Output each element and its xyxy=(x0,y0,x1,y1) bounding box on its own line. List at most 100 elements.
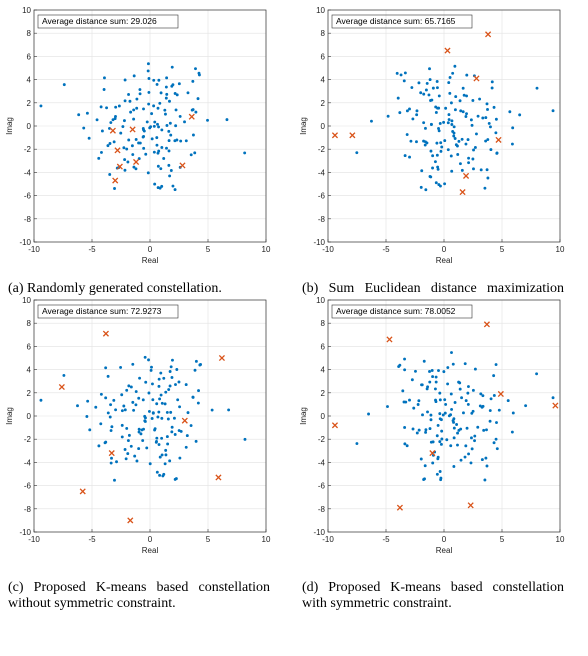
constellation-point xyxy=(165,435,169,439)
y-tick-label: 0 xyxy=(321,412,326,421)
constellation-point xyxy=(439,442,443,446)
constellation-point xyxy=(146,69,150,73)
constellation-point xyxy=(160,453,164,457)
constellation-point xyxy=(489,125,492,129)
constellation-point xyxy=(398,111,402,115)
constellation-point xyxy=(466,402,470,406)
constellation-point xyxy=(109,429,113,432)
constellation-point xyxy=(76,404,79,408)
centroid-marker xyxy=(473,75,480,82)
constellation-point xyxy=(447,118,451,121)
constellation-point xyxy=(446,366,450,370)
constellation-point xyxy=(450,169,454,173)
constellation-point xyxy=(403,154,407,158)
constellation-point xyxy=(452,465,456,468)
y-tick-label: 2 xyxy=(321,99,326,108)
constellation-point xyxy=(120,409,124,413)
constellation-point xyxy=(160,128,164,132)
constellation-point xyxy=(164,390,168,394)
constellation-point xyxy=(425,81,429,85)
constellation-point xyxy=(120,435,124,439)
constellation-point xyxy=(147,391,151,395)
constellation-point xyxy=(102,88,106,91)
constellation-point xyxy=(100,129,104,133)
constellation-point xyxy=(396,96,400,100)
constellation-point xyxy=(466,138,470,142)
constellation-point xyxy=(99,422,103,426)
constellation-point xyxy=(431,154,435,158)
constellation-point xyxy=(436,165,440,169)
constellation-point xyxy=(129,110,133,114)
constellation-point xyxy=(445,438,449,442)
centroid-marker xyxy=(497,390,504,398)
y-tick-label: -8 xyxy=(318,215,326,224)
constellation-point xyxy=(157,443,161,446)
constellation-point xyxy=(450,407,454,411)
constellation-point xyxy=(535,86,539,90)
centroid-marker xyxy=(459,189,466,196)
constellation-point xyxy=(463,455,467,459)
constellation-point xyxy=(119,131,123,135)
constellation-point xyxy=(436,167,440,171)
constellation-point xyxy=(487,121,491,125)
constellation-point xyxy=(109,121,113,124)
constellation-point xyxy=(448,91,452,95)
constellation-point xyxy=(120,423,124,427)
constellation-point xyxy=(438,398,442,402)
constellation-point xyxy=(473,434,477,438)
constellation-point xyxy=(155,436,159,440)
constellation-point xyxy=(145,120,149,124)
constellation-point xyxy=(408,155,411,159)
constellation-point xyxy=(467,161,471,165)
y-tick-label: -6 xyxy=(24,482,32,491)
constellation-point xyxy=(428,427,432,431)
constellation-point xyxy=(443,411,447,415)
constellation-point xyxy=(155,143,159,147)
constellation-point xyxy=(88,428,92,432)
constellation-point xyxy=(194,439,198,443)
constellation-point xyxy=(184,139,188,143)
constellation-point xyxy=(183,120,186,124)
constellation-point xyxy=(462,93,466,97)
constellation-point xyxy=(160,436,164,440)
constellation-point xyxy=(424,126,427,130)
constellation-point xyxy=(439,478,443,482)
constellation-point xyxy=(452,131,456,135)
constellation-point xyxy=(450,119,454,123)
constellation-point xyxy=(480,458,484,462)
constellation-point xyxy=(446,148,450,152)
constellation-point xyxy=(415,109,419,113)
constellation-point xyxy=(458,387,462,391)
constellation-point xyxy=(114,114,117,118)
constellation-point xyxy=(427,93,431,97)
constellation-point xyxy=(438,412,442,416)
constellation-point xyxy=(473,439,476,443)
average-distance-annotation: Average distance sum: 29.026 xyxy=(42,16,157,26)
constellation-point xyxy=(157,384,161,388)
constellation-point xyxy=(112,398,116,402)
constellation-point xyxy=(168,99,171,103)
constellation-point xyxy=(153,182,157,186)
constellation-point xyxy=(470,447,474,451)
constellation-point xyxy=(159,393,163,397)
constellation-point xyxy=(439,418,443,422)
y-tick-label: 6 xyxy=(321,52,326,61)
constellation-point xyxy=(168,370,172,373)
constellation-point xyxy=(471,409,475,413)
constellation-point xyxy=(163,402,167,406)
caption-c: (c) Proposed K-means based constellation… xyxy=(8,580,270,612)
constellation-point xyxy=(165,92,169,96)
constellation-point xyxy=(456,152,460,156)
constellation-point xyxy=(417,428,421,432)
constellation-point xyxy=(424,188,428,192)
constellation-point xyxy=(489,397,493,401)
constellation-point xyxy=(132,108,136,112)
constellation-point xyxy=(459,458,463,462)
x-tick-label: 5 xyxy=(500,535,505,544)
constellation-point xyxy=(464,115,468,118)
constellation-point xyxy=(87,136,91,140)
constellation-point xyxy=(151,382,154,386)
constellation-point xyxy=(106,411,110,415)
centroid-marker xyxy=(396,504,403,511)
y-tick-label: -10 xyxy=(19,528,31,537)
